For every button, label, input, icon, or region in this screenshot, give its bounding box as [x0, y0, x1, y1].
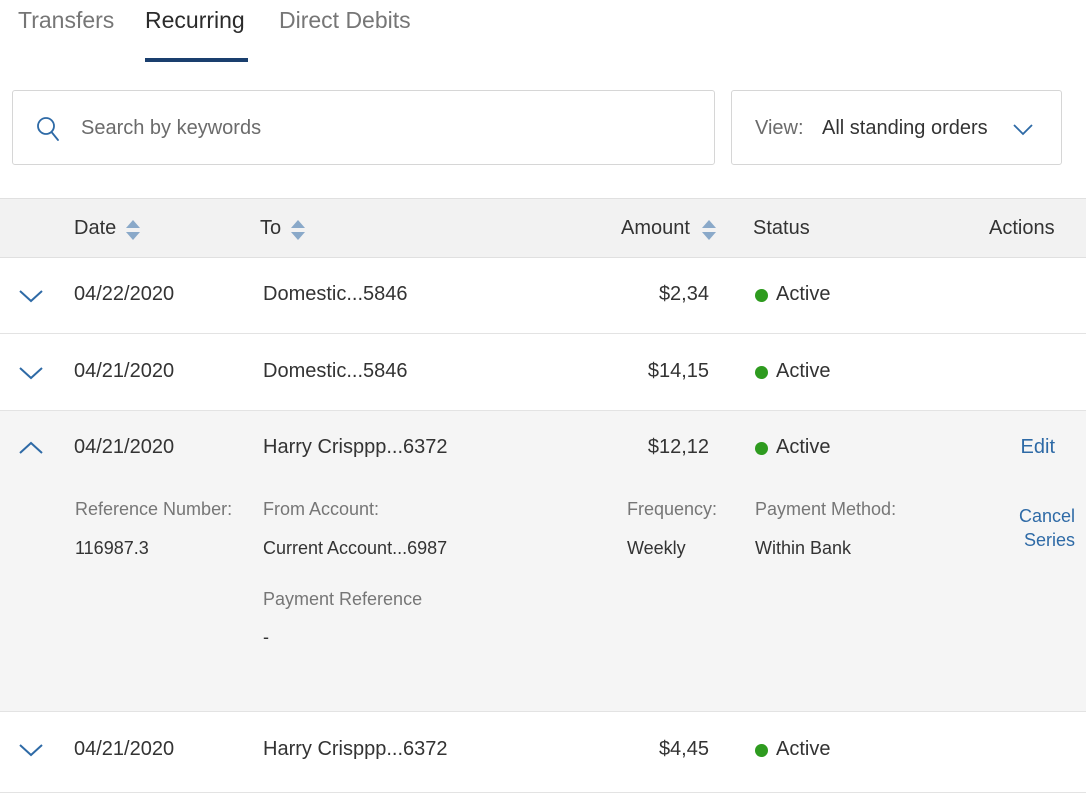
cancel-series-label-line2[interactable]: Series	[1023, 530, 1075, 550]
cancel-series-label-line1[interactable]: Cancel	[1018, 506, 1075, 526]
table-header: Date To Amount Status Actions	[0, 198, 1086, 258]
reference-number-value: 116987.3	[75, 538, 149, 558]
header-status: Status	[753, 217, 810, 239]
view-selected-value: All standing orders	[822, 117, 988, 139]
row-recipient: Harry Crisppp...6372	[263, 436, 448, 458]
payment-reference-label: Payment Reference	[263, 589, 423, 609]
row-status: Active	[776, 436, 831, 458]
table-row-expanded[interactable]: 04/21/2020 Harry Crisppp...6372 $12,12 A…	[0, 411, 1086, 712]
row-recipient: Domestic...5846	[263, 283, 408, 305]
table-row[interactable]: 04/22/2020 Domestic...5846 $2,34 Active	[0, 258, 1086, 334]
view-label: View:	[755, 117, 804, 139]
row-date: 04/21/2020	[74, 738, 175, 760]
table-row[interactable]: 04/21/2020 Domestic...5846 $14,15 Active	[0, 334, 1086, 411]
row-recipient: Domestic...5846	[263, 360, 408, 382]
standing-orders-table: Date To Amount Status Actions 04/22/2020…	[0, 198, 1086, 793]
chevron-down-icon	[1013, 124, 1033, 136]
chevron-down-icon[interactable]	[18, 742, 44, 758]
row-amount: $12,12	[647, 436, 709, 458]
chevron-down-icon[interactable]	[18, 365, 44, 381]
search-icon	[37, 117, 59, 141]
row-status: Active	[776, 738, 831, 760]
row-date: 04/22/2020	[74, 283, 175, 305]
tab-recurring[interactable]: Recurring	[145, 7, 245, 33]
row-amount: $14,15	[647, 360, 709, 382]
chevron-up-icon[interactable]	[18, 440, 44, 456]
payment-method-label: Payment Method:	[755, 499, 897, 519]
header-amount[interactable]: Amount	[621, 217, 690, 239]
row-date: 04/21/2020	[74, 360, 175, 382]
row-amount: $4,45	[658, 738, 709, 760]
frequency-value: Weekly	[627, 538, 686, 558]
row-status: Active	[776, 360, 831, 382]
chevron-down-icon[interactable]	[18, 288, 44, 304]
cancel-series-link[interactable]: Cancel Series	[990, 504, 1075, 552]
status-dot	[755, 366, 768, 379]
tab-transfers[interactable]: Transfers	[18, 7, 115, 33]
frequency-label: Frequency:	[627, 499, 718, 519]
row-recipient: Harry Crisppp...6372	[263, 738, 448, 760]
header-to[interactable]: To	[260, 217, 282, 239]
payment-method-value: Within Bank	[755, 538, 852, 558]
reference-number-label: Reference Number:	[75, 499, 233, 519]
status-dot	[755, 744, 768, 757]
view-filter-dropdown[interactable]: View: All standing orders	[731, 90, 1062, 165]
sort-icon[interactable]	[290, 219, 306, 241]
status-dot	[755, 289, 768, 302]
row-status: Active	[776, 283, 831, 305]
from-account-value: Current Account...6987	[263, 538, 448, 558]
header-date[interactable]: Date	[74, 217, 117, 239]
payment-reference-value: -	[263, 627, 269, 647]
status-dot	[755, 442, 768, 455]
sort-icon[interactable]	[701, 219, 717, 241]
sort-icon[interactable]	[125, 219, 141, 241]
row-date: 04/21/2020	[74, 436, 175, 458]
tab-bar: Transfers Recurring Direct Debits	[0, 0, 1090, 62]
row-amount: $2,34	[658, 283, 709, 305]
edit-link[interactable]: Edit	[1020, 436, 1055, 458]
from-account-label: From Account:	[263, 499, 380, 519]
search-input[interactable]	[81, 109, 681, 147]
active-tab-indicator	[145, 58, 248, 62]
search-box[interactable]	[12, 90, 715, 165]
header-actions: Actions	[989, 217, 1055, 239]
table-row[interactable]: 04/21/2020 Harry Crisppp...6372 $4,45 Ac…	[0, 712, 1086, 793]
tab-direct-debits[interactable]: Direct Debits	[279, 7, 411, 33]
